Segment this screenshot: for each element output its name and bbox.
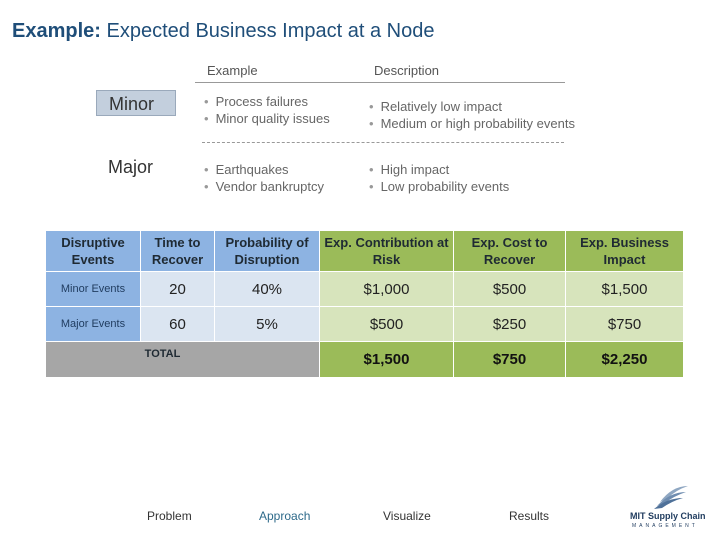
footer-nav-visualize[interactable]: Visualize	[383, 509, 431, 523]
bullet-item: Earthquakes	[204, 161, 324, 178]
major-examples: Earthquakes Vendor bankruptcy	[204, 161, 324, 195]
header-contribution: Exp. Contribution at Risk	[319, 230, 454, 272]
table-row: Major Events 60 5% $500 $250 $750	[45, 306, 684, 342]
bullet-item: Low probability events	[369, 178, 510, 195]
total-label: TOTAL	[45, 341, 320, 378]
table-row: Minor Events 20 40% $1,000 $500 $1,500	[45, 271, 684, 307]
page-title: Example: Expected Business Impact at a N…	[12, 20, 434, 43]
row-cost: $250	[453, 306, 566, 342]
header-impact: Exp. Business Impact	[565, 230, 684, 272]
row-impact: $1,500	[565, 271, 684, 307]
row-event-label: Minor Events	[45, 271, 141, 307]
dashed-divider	[202, 142, 564, 143]
total-cost: $750	[453, 341, 566, 378]
row-probability: 40%	[214, 271, 320, 307]
table-header-row: Disruptive Events Time to Recover Probab…	[45, 230, 684, 272]
bullet-item: Process failures	[204, 93, 330, 110]
bullet-item: Medium or high probability events	[369, 115, 575, 132]
footer-nav-results[interactable]: Results	[509, 509, 550, 523]
mit-scm-logo: MIT Supply Chain MANAGEMENT	[630, 484, 712, 532]
title-bold: Example:	[12, 20, 101, 42]
row-cost: $500	[453, 271, 566, 307]
row-impact: $750	[565, 306, 684, 342]
table-total-row: TOTAL $1,500 $750 $2,250	[45, 341, 684, 378]
footer-nav-problem[interactable]: Problem	[147, 509, 192, 523]
impact-table: Disruptive Events Time to Recover Probab…	[45, 230, 684, 378]
header-divider	[195, 82, 565, 83]
row-time: 20	[140, 271, 215, 307]
minor-descriptions: Relatively low impact Medium or high pro…	[369, 98, 575, 132]
row-probability: 5%	[214, 306, 320, 342]
total-contribution: $1,500	[319, 341, 454, 378]
bullet-item: Vendor bankruptcy	[204, 178, 324, 195]
bullet-item: Relatively low impact	[369, 98, 575, 115]
logo-swoosh-icon	[654, 486, 688, 509]
logo-subtext: MANAGEMENT	[632, 523, 698, 529]
column-header-description: Description	[374, 63, 440, 78]
header-time-to-recover: Time to Recover	[140, 230, 215, 272]
header-disruptive-events: Disruptive Events	[45, 230, 141, 272]
column-header-example: Example	[207, 63, 258, 78]
total-impact: $2,250	[565, 341, 684, 378]
minor-examples: Process failures Minor quality issues	[204, 93, 330, 127]
major-descriptions: High impact Low probability events	[369, 161, 510, 195]
title-rest: Expected Business Impact at a Node	[100, 20, 435, 42]
row-contribution: $500	[319, 306, 454, 342]
header-probability: Probability of Disruption	[214, 230, 320, 272]
footer-nav-approach[interactable]: Approach	[259, 509, 311, 523]
logo-text: MIT Supply Chain	[630, 511, 706, 521]
row-time: 60	[140, 306, 215, 342]
row-event-label: Major Events	[45, 306, 141, 342]
severity-major-label: Major	[96, 154, 176, 180]
row-contribution: $1,000	[319, 271, 454, 307]
bullet-item: Minor quality issues	[204, 110, 330, 127]
header-cost: Exp. Cost to Recover	[453, 230, 566, 272]
severity-minor-label: Minor	[96, 90, 176, 116]
bullet-item: High impact	[369, 161, 509, 178]
